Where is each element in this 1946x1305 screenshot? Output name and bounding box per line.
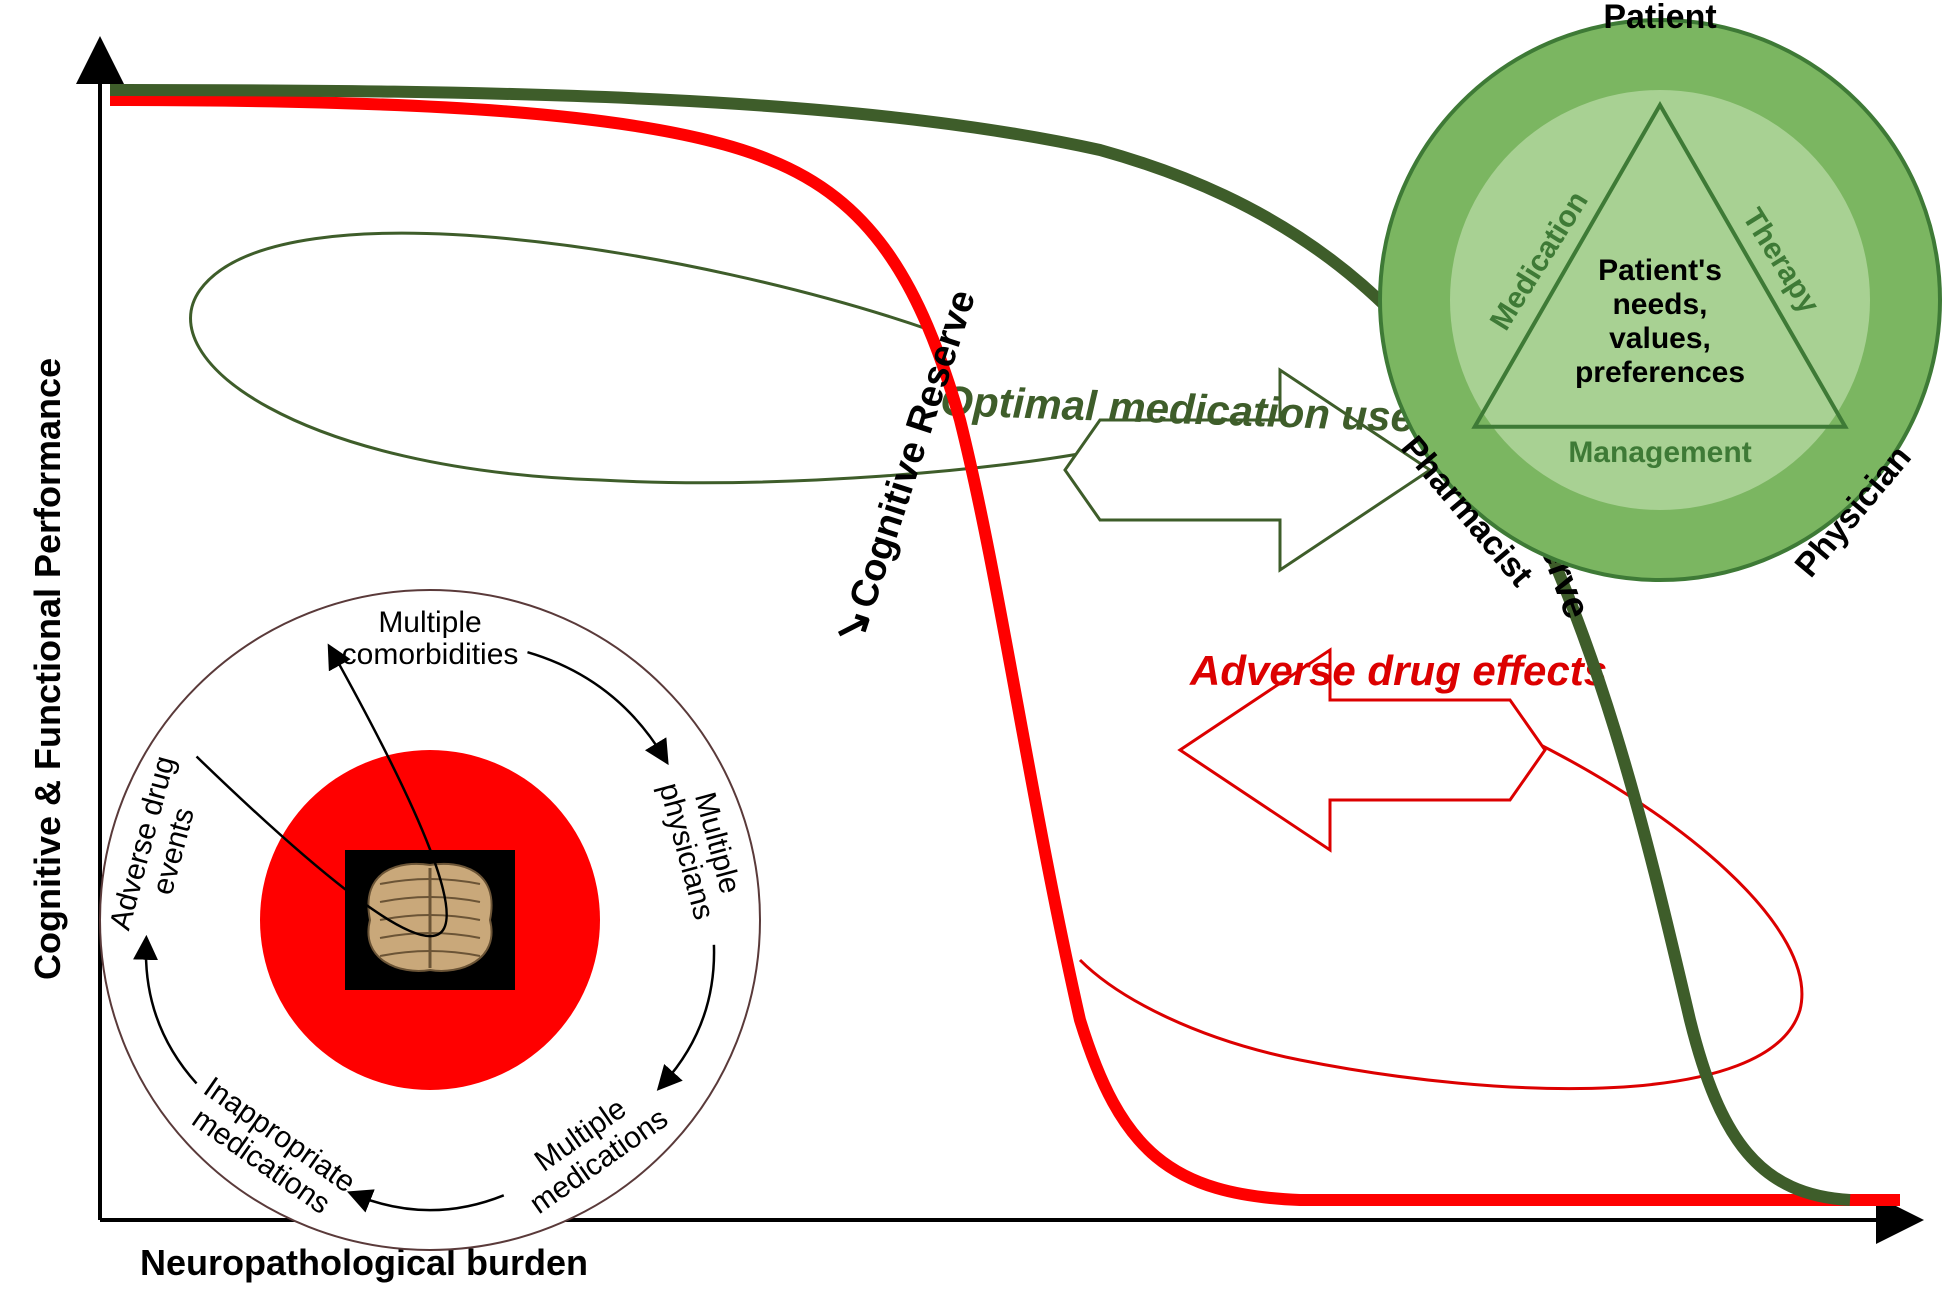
optimal-medication-label: Optimal medication use <box>940 377 1415 441</box>
x-axis-label: Neuropathological burden <box>140 1242 588 1283</box>
svg-text:Multiple: Multiple <box>378 606 481 639</box>
patient-label: Patient <box>1603 0 1716 36</box>
center-line-3: values, <box>1609 322 1711 355</box>
optimal-medication-arrow: Optimal medication use <box>191 233 1430 570</box>
svg-text:comorbidities: comorbidities <box>342 638 519 671</box>
y-axis-label: Cognitive & Functional Performance <box>27 358 68 980</box>
diagram-svg: Neuropathological burden Cognitive & Fun… <box>0 0 1946 1305</box>
patient-care-model: Patient Pharmacist Physician Medication … <box>1380 0 1940 594</box>
management-label: Management <box>1568 436 1751 469</box>
center-line-2: needs, <box>1612 288 1707 321</box>
adverse-cycle-circle: MultiplecomorbiditiesMultiplephysiciansM… <box>100 590 760 1250</box>
center-line-4: preferences <box>1575 356 1745 389</box>
adverse-effects-label: Adverse drug effects <box>1189 647 1607 694</box>
center-line-1: Patient's <box>1598 254 1722 287</box>
cognitive-reserve-left: ↘ Cognitive Reserve <box>824 283 985 652</box>
